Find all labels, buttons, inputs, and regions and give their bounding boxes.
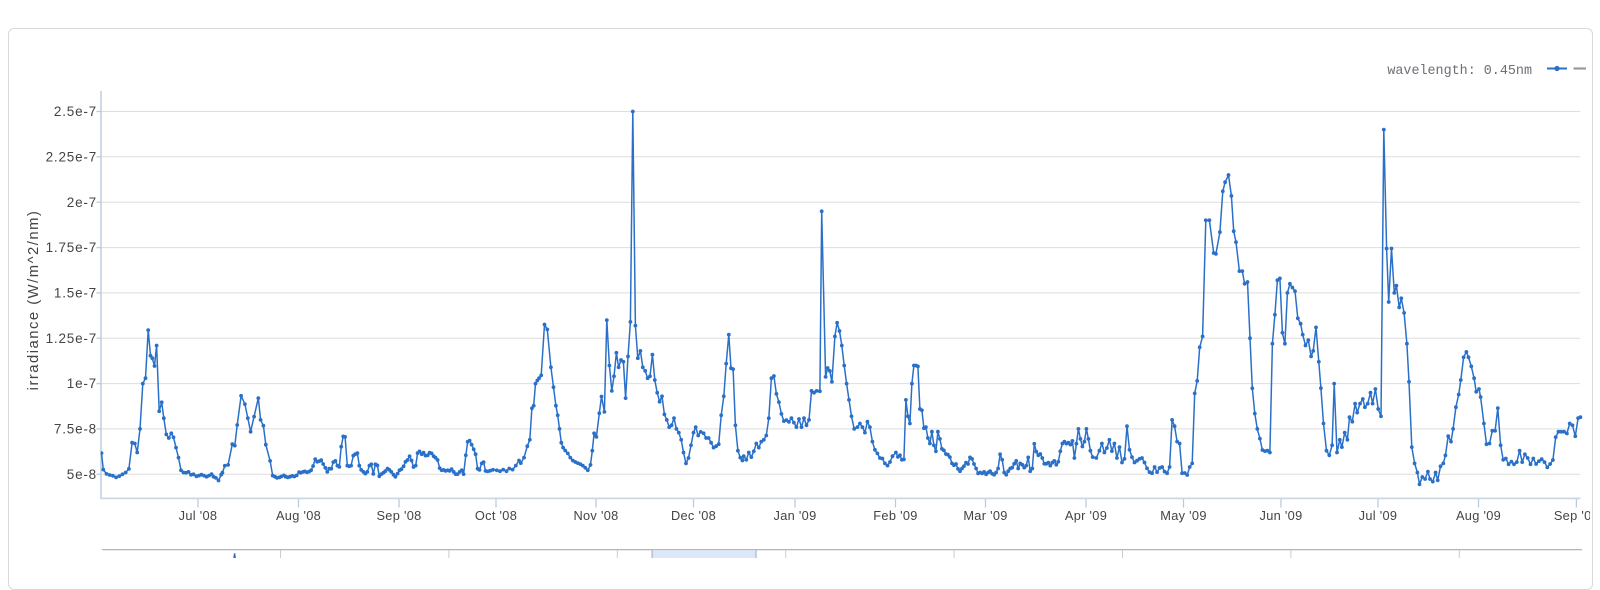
svg-text:Aug '08: Aug '08 (276, 508, 321, 523)
svg-text:Jun '09: Jun '09 (1260, 508, 1303, 523)
svg-text:Aug '09: Aug '09 (1456, 508, 1501, 523)
svg-text:Dec '08: Dec '08 (671, 508, 716, 523)
svg-text:1.75e-7: 1.75e-7 (46, 240, 97, 255)
svg-text:Sep '08: Sep '08 (376, 508, 421, 523)
svg-text:Jan '09: Jan '09 (774, 508, 817, 523)
svg-text:1e-7: 1e-7 (67, 376, 97, 391)
svg-text:Feb '09: Feb '09 (873, 508, 917, 523)
svg-text:May '09: May '09 (1160, 508, 1207, 523)
svg-text:2.5e-7: 2.5e-7 (54, 104, 97, 119)
svg-text:Jul '08: Jul '08 (179, 508, 218, 523)
svg-text:5e-8: 5e-8 (67, 467, 97, 482)
svg-text:1.25e-7: 1.25e-7 (46, 331, 97, 346)
svg-text:Nov '08: Nov '08 (573, 508, 618, 523)
svg-text:Oct '08: Oct '08 (475, 508, 517, 523)
svg-text:Sep '09: Sep '09 (1554, 508, 1599, 523)
svg-text:wavelength: 0.45nm: wavelength: 0.45nm (1387, 64, 1532, 79)
svg-text:2e-7: 2e-7 (67, 195, 97, 210)
svg-text:1.5e-7: 1.5e-7 (54, 286, 97, 301)
svg-text:irradiance (W/m^2/nm): irradiance (W/m^2/nm) (26, 210, 42, 391)
svg-text:2.25e-7: 2.25e-7 (46, 149, 97, 164)
svg-text:Apr '09: Apr '09 (1065, 508, 1107, 523)
svg-text:7.5e-8: 7.5e-8 (54, 422, 97, 437)
svg-text:Mar '09: Mar '09 (963, 508, 1007, 523)
svg-text:Jul '09: Jul '09 (1359, 508, 1398, 523)
